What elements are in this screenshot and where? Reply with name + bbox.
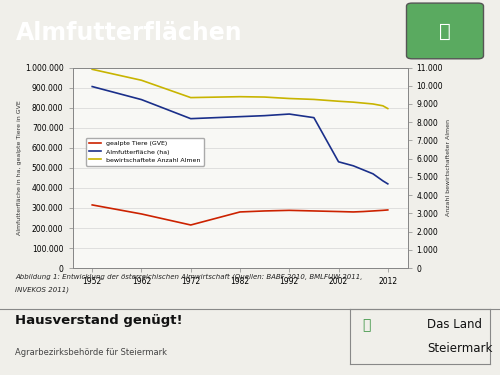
Y-axis label: Almfutterfläche in ha, gealpte Tiere in GVE: Almfutterfläche in ha, gealpte Tiere in … <box>17 100 22 235</box>
FancyBboxPatch shape <box>406 3 484 59</box>
Text: Hausverstand genügt!: Hausverstand genügt! <box>15 314 182 327</box>
Text: Almfutterflächen: Almfutterflächen <box>16 21 242 45</box>
Text: INVEKOS 2011): INVEKOS 2011) <box>15 287 69 293</box>
Text: Das Land: Das Land <box>427 318 482 331</box>
Y-axis label: Anzahl bewirtschafteter Almen: Anzahl bewirtschafteter Almen <box>446 119 451 216</box>
Text: Agrarbezirksbehörde für Steiermark: Agrarbezirksbehörde für Steiermark <box>15 348 167 357</box>
Text: Steiermark: Steiermark <box>427 342 492 355</box>
Text: Abbildung 1: Entwicklung der österreichischen Almwirtschaft (Quellen: BABF 2010,: Abbildung 1: Entwicklung der österreichi… <box>15 273 362 280</box>
Legend: gealpte Tiere (GVE), Almfutterfläche (ha), bewirtschaftete Anzahl Almen: gealpte Tiere (GVE), Almfutterfläche (ha… <box>86 138 204 166</box>
Text: 🛡: 🛡 <box>362 319 371 333</box>
Text: 🦁: 🦁 <box>439 21 451 40</box>
